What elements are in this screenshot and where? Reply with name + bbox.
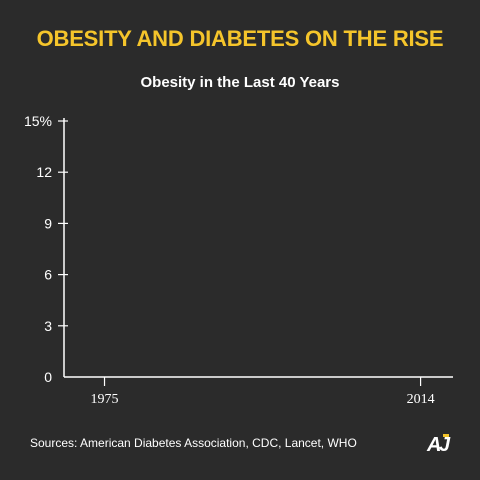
sources-note: Sources: American Diabetes Association, … — [30, 436, 357, 450]
y-tick-label: 3 — [44, 318, 52, 334]
aj-logo: A J — [426, 434, 451, 456]
y-tick-label: 9 — [44, 215, 52, 231]
svg-text:A: A — [426, 434, 441, 456]
y-tick-label: 6 — [44, 267, 52, 283]
x-axis-ticks: 1975 2014 — [91, 377, 435, 407]
x-tick-label: 1975 — [91, 392, 119, 407]
y-tick-label: 12 — [36, 164, 52, 180]
y-axis-ticks: 0 3 6 9 12 15% — [24, 113, 68, 385]
headline: OBESITY AND DIABETES ON THE RISE — [36, 26, 444, 51]
y-tick-label: 0 — [44, 369, 52, 385]
chart-title: Obesity in the Last 40 Years — [140, 74, 340, 91]
x-tick-label: 2014 — [407, 392, 435, 407]
y-tick-label: 15% — [24, 113, 52, 129]
svg-text:J: J — [439, 434, 451, 456]
